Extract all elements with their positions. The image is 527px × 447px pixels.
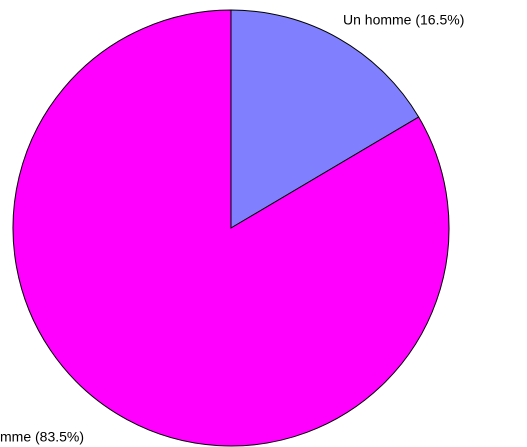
pie-slice	[12, 9, 450, 447]
slice-label: Un homme (16.5%)	[343, 12, 464, 28]
pie-slice	[230, 9, 420, 229]
slice-label: mme (83.5%)	[0, 429, 84, 445]
